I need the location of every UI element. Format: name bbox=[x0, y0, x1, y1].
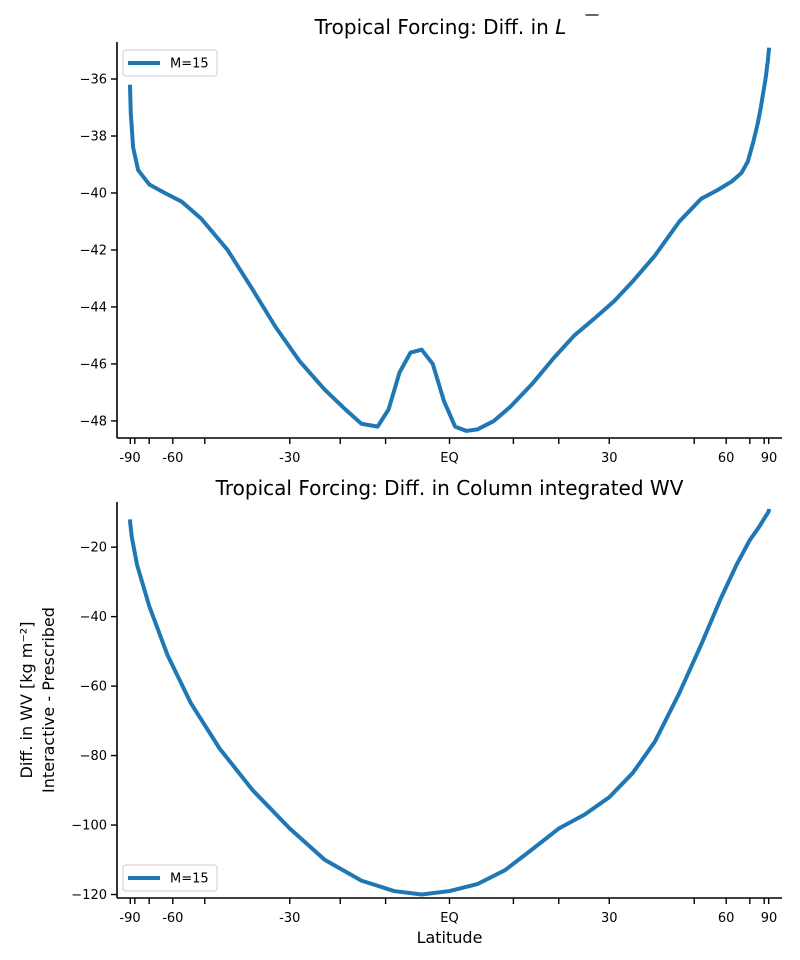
x-tick-label: 90 bbox=[761, 451, 778, 466]
y-tick-label: −40 bbox=[80, 610, 107, 625]
x-tick-label: -30 bbox=[279, 911, 300, 926]
y-tick-label: −100 bbox=[71, 819, 107, 834]
y-tick-label: −46 bbox=[80, 357, 107, 372]
y-tick-label: −60 bbox=[80, 680, 107, 695]
legend-frame bbox=[122, 49, 218, 77]
series-line-M=15 bbox=[128, 508, 771, 897]
x-tick-label: -30 bbox=[279, 451, 300, 466]
legend-frame bbox=[122, 864, 218, 892]
y-tick-label: −38 bbox=[80, 130, 107, 145]
legend: M=15 bbox=[122, 864, 218, 892]
legend-label: M=15 bbox=[170, 872, 209, 887]
x-tick-label: -90 bbox=[119, 451, 140, 466]
y-tick-label: −42 bbox=[80, 243, 107, 258]
chart-title-text: Tropical Forcing: Diff. in bbox=[314, 15, 556, 39]
chart-panel-2: Tropical Forcing: Diff. in Column integr… bbox=[17, 476, 782, 947]
x-tick-label: -60 bbox=[162, 451, 183, 466]
y-tick-label: −120 bbox=[71, 888, 107, 903]
y-axis-label-line: Interactive - Prescribed bbox=[39, 607, 58, 793]
y-tick-label: −80 bbox=[80, 749, 107, 764]
series-line-M=15 bbox=[128, 47, 771, 433]
x-tick-label: 60 bbox=[718, 451, 735, 466]
x-axis-label: Latitude bbox=[417, 928, 483, 947]
chart-title: Tropical Forcing: Diff. in L bbox=[314, 15, 567, 39]
y-tick-label: −48 bbox=[80, 414, 107, 429]
x-tick-label: 30 bbox=[601, 451, 618, 466]
y-tick-label: −44 bbox=[80, 300, 107, 315]
chart-title-symbol: L bbox=[555, 15, 566, 39]
x-tick-label: -90 bbox=[119, 911, 140, 926]
y-axis-label-line: Diff. in WV [kg m⁻²] bbox=[17, 622, 36, 779]
x-tick-label: 60 bbox=[718, 911, 735, 926]
x-tick-label: 30 bbox=[601, 911, 618, 926]
chart-title-text: Tropical Forcing: Diff. in Column integr… bbox=[215, 476, 684, 500]
chart-title: Tropical Forcing: Diff. in Column integr… bbox=[215, 476, 684, 500]
x-tick-label: 90 bbox=[761, 911, 778, 926]
legend-label: M=15 bbox=[170, 57, 209, 72]
y-tick-label: −36 bbox=[80, 73, 107, 88]
legend: M=15 bbox=[122, 49, 218, 77]
y-tick-label: −20 bbox=[80, 541, 107, 556]
x-tick-label: -60 bbox=[162, 911, 183, 926]
x-tick-label: EQ bbox=[440, 451, 458, 466]
chart-panel-1: Tropical Forcing: Diff. in L −48 −46 −44 −42… bbox=[80, 14, 782, 466]
x-tick-label: EQ bbox=[440, 911, 458, 926]
y-tick-label: −40 bbox=[80, 186, 107, 201]
